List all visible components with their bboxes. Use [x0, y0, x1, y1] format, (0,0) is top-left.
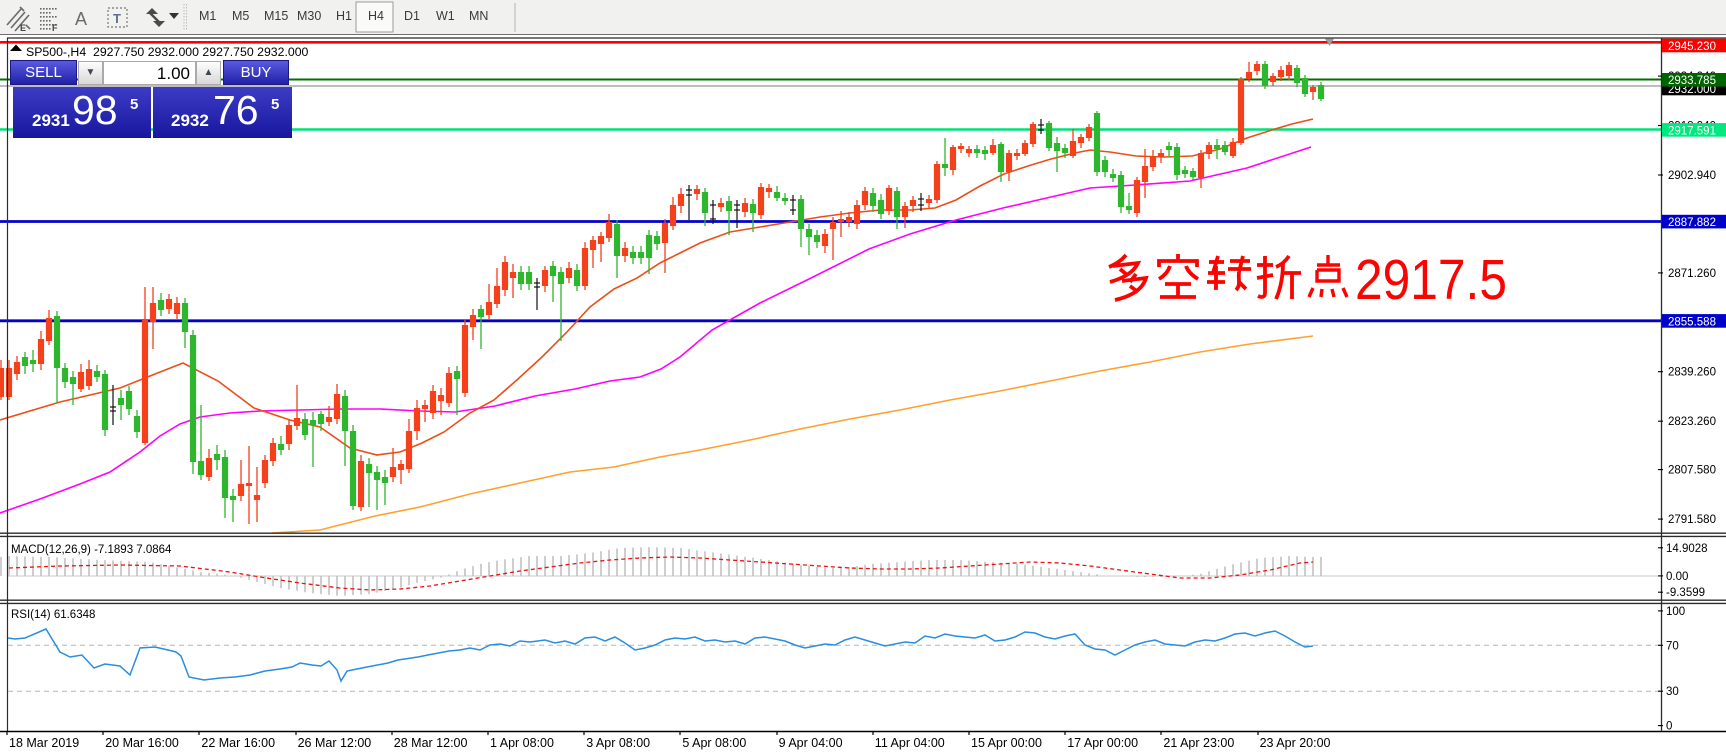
- svg-text:2945.230: 2945.230: [1668, 41, 1716, 53]
- svg-text:0: 0: [1666, 721, 1672, 733]
- svg-text:SP500-,H4 2927.750 2932.000 2: SP500-,H4 2927.750 2932.000 2927.750 293…: [26, 45, 309, 59]
- svg-text:22 Mar 16:00: 22 Mar 16:00: [201, 736, 275, 750]
- svg-text:30: 30: [1666, 686, 1679, 698]
- svg-text:15 Apr 00:00: 15 Apr 00:00: [971, 736, 1042, 750]
- svg-text:2887.882: 2887.882: [1668, 217, 1716, 229]
- svg-text:2823.260: 2823.260: [1668, 416, 1716, 428]
- svg-text:2871.260: 2871.260: [1668, 268, 1716, 280]
- svg-text:23 Apr 20:00: 23 Apr 20:00: [1260, 736, 1331, 750]
- svg-text:E: E: [20, 23, 26, 33]
- svg-text:0.00: 0.00: [1666, 571, 1688, 583]
- svg-text:2933.785: 2933.785: [1668, 75, 1716, 87]
- svg-text:2791.580: 2791.580: [1668, 514, 1716, 526]
- svg-text:17 Apr 00:00: 17 Apr 00:00: [1067, 736, 1138, 750]
- svg-text:70: 70: [1666, 640, 1679, 652]
- svg-text:-9.3599: -9.3599: [1666, 587, 1705, 599]
- svg-text:2932.000: 2932.000: [1668, 84, 1716, 96]
- svg-text:18 Mar 2019: 18 Mar 2019: [9, 736, 79, 750]
- svg-text:2839.260: 2839.260: [1668, 367, 1716, 379]
- svg-text:14.9028: 14.9028: [1666, 543, 1708, 555]
- svg-text:11 Apr 04:00: 11 Apr 04:00: [875, 736, 945, 750]
- svg-text:1 Apr 08:00: 1 Apr 08:00: [490, 736, 554, 750]
- svg-text:3 Apr 08:00: 3 Apr 08:00: [586, 736, 650, 750]
- svg-text:100: 100: [1666, 606, 1685, 618]
- svg-text:F: F: [52, 23, 58, 33]
- svg-text:9 Apr 04:00: 9 Apr 04:00: [779, 736, 843, 750]
- svg-text:2917.591: 2917.591: [1668, 125, 1716, 137]
- svg-text:26 Mar 12:00: 26 Mar 12:00: [298, 736, 372, 750]
- svg-text:RSI(14) 61.6348: RSI(14) 61.6348: [11, 609, 95, 621]
- svg-text:28 Mar 12:00: 28 Mar 12:00: [394, 736, 468, 750]
- svg-text:21 Apr 23:00: 21 Apr 23:00: [1163, 736, 1234, 750]
- svg-text:T: T: [113, 11, 121, 26]
- svg-text:2917.5: 2917.5: [1355, 248, 1507, 312]
- svg-text:MACD(12,26,9) -7.1893 7.0864: MACD(12,26,9) -7.1893 7.0864: [11, 544, 172, 556]
- svg-text:2902.940: 2902.940: [1668, 170, 1716, 182]
- svg-text:A: A: [75, 9, 87, 29]
- svg-text:2855.588: 2855.588: [1668, 316, 1716, 328]
- svg-text:2807.580: 2807.580: [1668, 465, 1716, 477]
- svg-text:5 Apr 08:00: 5 Apr 08:00: [682, 736, 746, 750]
- svg-text:20 Mar 16:00: 20 Mar 16:00: [105, 736, 179, 750]
